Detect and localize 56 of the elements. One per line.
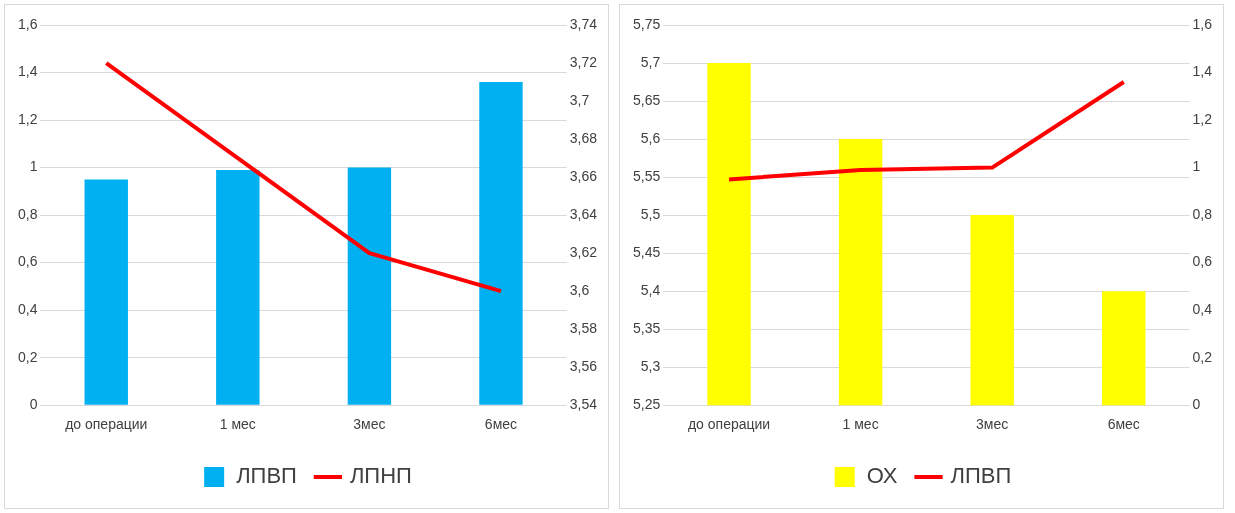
bar [479,82,523,405]
y-tick-label: 0,4 [17,301,38,318]
legend-label: ЛПНП [349,463,412,489]
y-tick-label: 1,2 [17,110,38,127]
y2-tick-label: 0,8 [1192,205,1213,222]
y-tick-label: 5,3 [640,358,661,375]
y2-tick-label: 3,6 [569,282,590,298]
y-tick-label: 5,55 [633,167,661,184]
y-tick-label: 0,2 [17,348,38,365]
y2-tick-label: 0,2 [1192,348,1213,365]
y2-tick-label: 1,4 [1192,63,1213,80]
y-tick-label: 5,25 [633,396,661,413]
legend-label: ОХ [866,463,898,489]
y2-tick-label: 0,4 [1192,301,1213,318]
y-tick-label: 5,6 [640,129,661,146]
y2-tick-label: 3,66 [569,167,598,184]
y2-tick-label: 3,74 [569,15,598,32]
bar [84,179,128,405]
y2-tick-label: 3,58 [569,320,598,337]
y-tick-label: 1,6 [17,15,38,32]
x-tick-label: 3мес [353,416,386,433]
y-tick-label: 5,35 [633,320,661,337]
y2-tick-label: 1,6 [1192,15,1213,32]
y-tick-label: 5,7 [640,53,661,70]
y-tick-label: 0,8 [17,205,38,222]
y-tick-label: 5,75 [633,15,661,32]
y2-tick-label: 1 [1192,158,1201,175]
x-tick-label: 1 мес [219,416,256,433]
x-tick-label: до операции [65,416,148,433]
y2-tick-label: 3,62 [569,243,598,260]
y2-tick-label: 3,64 [569,205,598,222]
x-tick-label: 6мес [484,416,518,433]
y2-tick-label: 0 [1192,396,1201,413]
y2-tick-label: 3,68 [569,129,598,146]
bar [216,169,260,405]
y-tick-label: 0 [29,396,38,413]
y-tick-label: 1 [29,158,38,175]
y-tick-label: 5,65 [633,91,661,108]
legend-label: ЛПВП [236,463,297,489]
x-tick-label: до операции [687,416,771,433]
y-tick-label: 0,6 [17,253,38,270]
y-tick-label: 1,4 [17,63,38,80]
bar [347,167,392,405]
legend-label: ЛПВП [950,463,1012,489]
y2-tick-label: 1,2 [1192,110,1213,127]
y2-tick-label: 3,7 [569,91,590,108]
x-tick-label: 1 мес [842,416,879,433]
y2-tick-label: 0,6 [1192,253,1213,270]
y2-tick-label: 3,54 [569,396,598,413]
y2-tick-label: 3,56 [569,358,598,375]
y-tick-label: 5,45 [633,243,661,260]
x-tick-label: 3мес [976,416,1009,433]
y-tick-label: 5,5 [640,205,661,222]
y2-tick-label: 3,72 [569,53,598,70]
x-tick-label: 6мес [1107,416,1140,433]
y-tick-label: 5,4 [640,282,661,298]
